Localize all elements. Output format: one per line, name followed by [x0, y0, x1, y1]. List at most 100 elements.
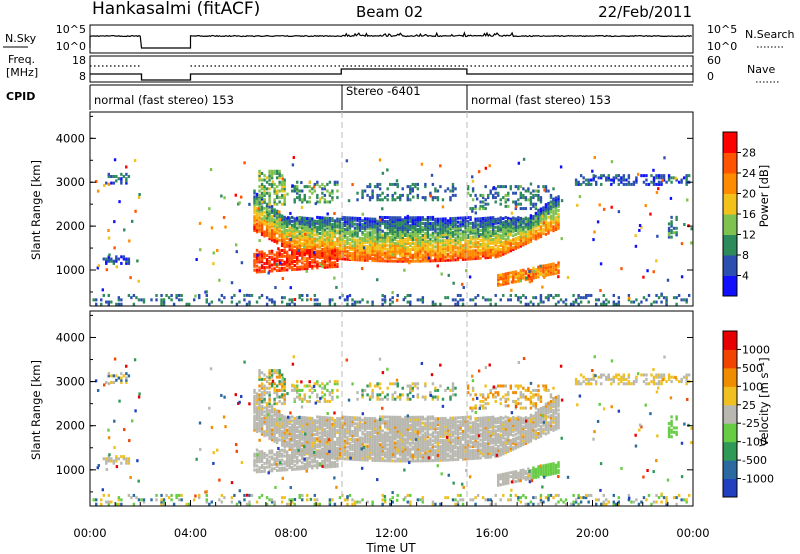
power-cell [519, 196, 523, 200]
velocity-cell [419, 417, 422, 421]
power-cell [280, 180, 284, 184]
velocity-cell [296, 416, 299, 420]
power-cell [434, 217, 437, 221]
power-cell [338, 221, 342, 225]
power-cell [464, 226, 467, 230]
power-cell [260, 191, 264, 195]
power-cell [404, 249, 407, 253]
power-cell [388, 237, 392, 241]
power-cell [605, 178, 608, 182]
power-cell [112, 261, 116, 265]
power-cell [522, 219, 525, 223]
power-cell [253, 215, 256, 219]
velocity-cell [421, 459, 425, 463]
power-cell [280, 226, 284, 230]
power-cell [268, 205, 271, 209]
power-cell [356, 250, 359, 254]
velocity-cell [291, 433, 294, 437]
velocity-cell [316, 445, 319, 449]
power-cell [454, 252, 457, 256]
power-cell [323, 222, 327, 226]
power-cell [328, 250, 331, 254]
power-cell [549, 272, 553, 276]
power-cell [245, 293, 249, 297]
power-cell [371, 219, 374, 223]
power-cell [489, 216, 492, 220]
power-cell [358, 226, 362, 230]
power-cell [353, 250, 357, 254]
power-cell [652, 270, 655, 274]
power-cell [497, 185, 500, 189]
power-cell [512, 248, 515, 252]
velocity-cell [343, 417, 347, 421]
power-cell [471, 223, 475, 227]
power-cell [258, 223, 261, 227]
power-cell [311, 233, 314, 237]
power-cell [293, 254, 296, 258]
power-cell [451, 230, 455, 234]
power-cell [461, 246, 465, 250]
velocity-cell [396, 443, 399, 447]
power-cell [278, 253, 281, 257]
velocity-cell [291, 443, 294, 447]
power-cell [497, 225, 500, 229]
power-cell [381, 221, 384, 225]
velocity-cell [361, 432, 364, 436]
power-cell [328, 253, 332, 257]
power-cell [260, 258, 264, 262]
power-cell [650, 302, 653, 306]
power-cell [388, 222, 392, 226]
power-cell [280, 268, 284, 272]
power-cell [620, 180, 623, 184]
power-cell [414, 245, 417, 249]
velocity-cell [416, 421, 420, 425]
power-cell [469, 221, 472, 225]
power-cell [275, 185, 279, 189]
velocity-cell [426, 451, 430, 455]
power-cell [113, 246, 116, 250]
power-cell [283, 233, 286, 237]
velocity-cell [331, 430, 334, 434]
velocity-cell [270, 436, 274, 440]
power-cell [529, 191, 533, 195]
power-cell [429, 259, 432, 263]
velocity-cell [376, 449, 379, 453]
velocity-cell [268, 430, 271, 434]
velocity-cell [353, 448, 357, 452]
power-cell [459, 238, 462, 242]
power-cell [529, 273, 533, 277]
power-cell [416, 255, 420, 259]
velocity-cell [401, 447, 404, 451]
power-cell [507, 240, 510, 244]
power-cell [617, 182, 621, 186]
power-cell [401, 243, 404, 247]
power-cell [265, 227, 269, 231]
power-cell [519, 244, 523, 248]
power-cell [240, 195, 243, 199]
power-cell [424, 223, 427, 227]
power-cell [416, 233, 420, 237]
power-cell [469, 237, 472, 241]
velocity-cell [321, 443, 324, 447]
power-cell [466, 185, 470, 189]
power-cell [514, 185, 518, 189]
power-cell [333, 253, 337, 257]
velocity-cell [278, 434, 281, 438]
velocity-cell [313, 439, 317, 443]
power-cell [371, 241, 374, 245]
velocity-cell [293, 438, 296, 442]
velocity-cell [291, 415, 294, 419]
velocity-cell [361, 418, 364, 422]
power-cell [321, 255, 324, 259]
power-cell [95, 302, 98, 306]
velocity-cell [394, 451, 397, 455]
power-cell [378, 233, 382, 237]
power-cell [323, 187, 327, 191]
power-cell [434, 187, 437, 191]
velocity-cell [285, 444, 289, 448]
power-cell [255, 230, 259, 234]
velocity-cell [368, 444, 372, 448]
power-cell [441, 256, 445, 260]
power-cell [522, 196, 525, 200]
power-cell [685, 180, 688, 184]
